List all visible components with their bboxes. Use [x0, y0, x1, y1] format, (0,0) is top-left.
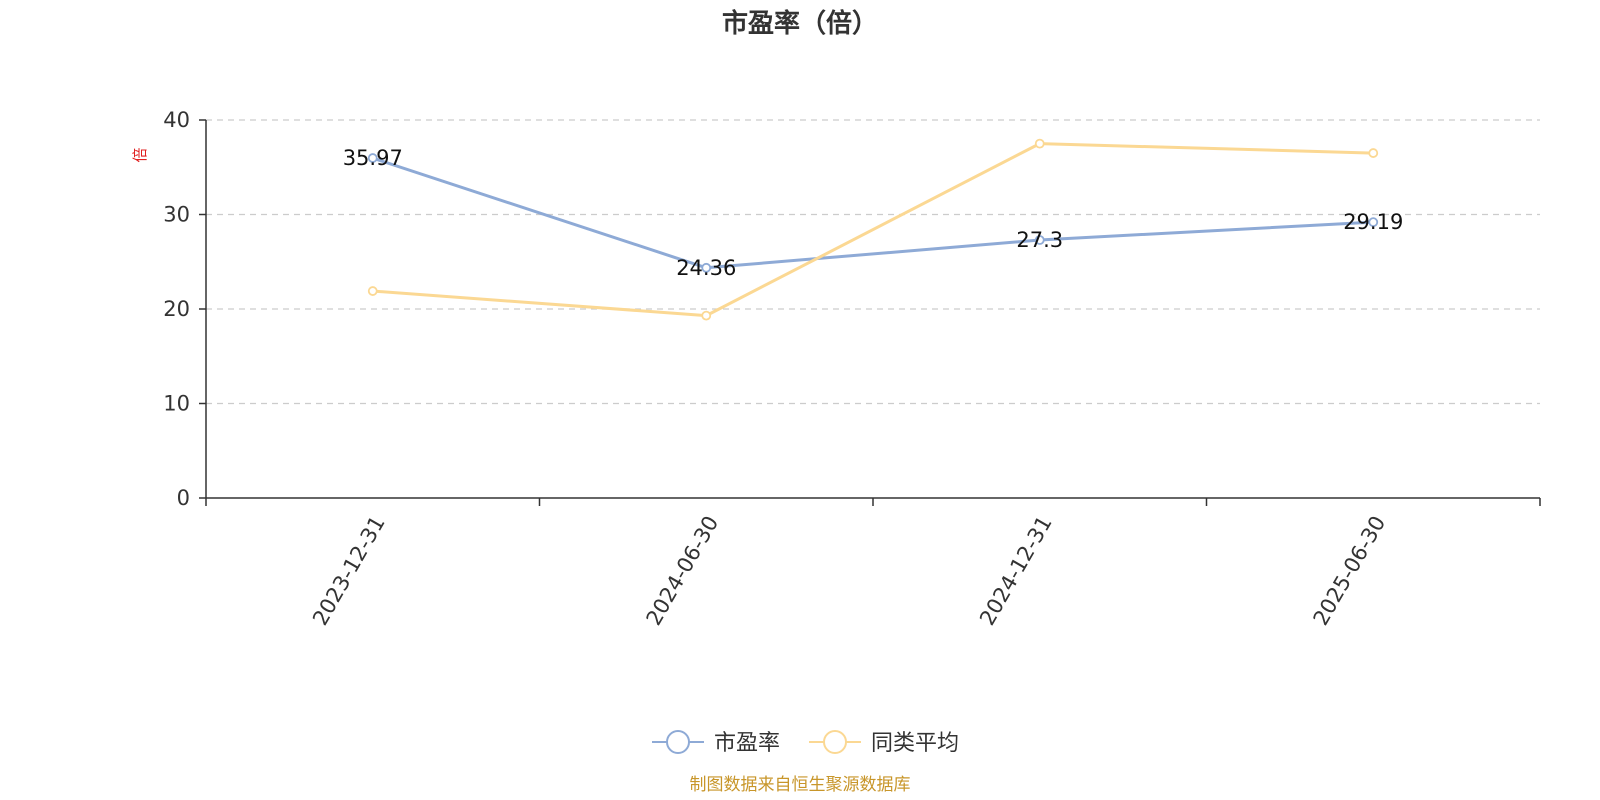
- series-point-1: [367, 286, 378, 296]
- legend: 市盈率 同类平均: [652, 730, 959, 756]
- x-tick-label: 2024-12-31: [975, 512, 1057, 630]
- y-tick-label: 40: [163, 108, 190, 132]
- y-axis-ticks: 0 10 20 30 40: [163, 108, 206, 510]
- source-note: 制图数据来自恒生聚源数据库: [690, 775, 911, 795]
- series-line-0: [372, 156, 1374, 270]
- data-label: 35.97: [343, 146, 403, 170]
- x-axis-ticks: 2023-12-31 2024-06-30 2024-12-31 2025-06-30: [205, 498, 1541, 630]
- x-tick-label: 2025-06-30: [1309, 512, 1391, 630]
- series-layer: [367, 138, 1379, 321]
- data-label: 27.3: [1016, 228, 1063, 252]
- data-label: 29.19: [1343, 210, 1403, 234]
- series-point-1: [701, 310, 712, 321]
- y-tick-label: 20: [163, 297, 190, 321]
- series-point-0: [701, 262, 712, 273]
- data-labels: 35.97 24.36 27.3 29.19: [343, 146, 1404, 280]
- y-tick-label: 30: [163, 203, 190, 227]
- y-axis-unit-label: 倍: [131, 147, 149, 162]
- series-point-0: [367, 153, 378, 163]
- legend-marker-0: [666, 730, 690, 754]
- data-label: 24.36: [676, 256, 736, 280]
- series-point-0: [1368, 217, 1379, 228]
- x-tick-label: 2024-06-30: [642, 512, 724, 630]
- series-point-1: [1368, 148, 1379, 158]
- legend-label-1: 同类平均: [871, 731, 959, 756]
- chart-title: 市盈率（倍）: [722, 8, 878, 39]
- series-point-0: [1034, 235, 1045, 245]
- legend-label-0: 市盈率: [714, 731, 780, 756]
- y-tick-label: 10: [163, 392, 190, 416]
- series-line-1: [372, 142, 1374, 318]
- legend-marker-1: [823, 730, 847, 754]
- x-tick-label: 2023-12-31: [308, 512, 390, 630]
- grid-lines: [206, 119, 1540, 405]
- series-point-1: [1034, 138, 1045, 149]
- y-tick-label: 0: [177, 486, 190, 510]
